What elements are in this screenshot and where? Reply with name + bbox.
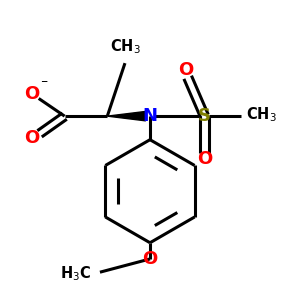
Text: H$_3$C: H$_3$C bbox=[60, 264, 91, 283]
Text: N: N bbox=[142, 107, 158, 125]
Text: O: O bbox=[25, 85, 40, 103]
Text: CH$_3$: CH$_3$ bbox=[246, 105, 276, 124]
Polygon shape bbox=[107, 111, 146, 121]
Text: O: O bbox=[142, 250, 158, 268]
Text: O: O bbox=[197, 150, 212, 168]
Text: S: S bbox=[198, 107, 211, 125]
Text: ⁻: ⁻ bbox=[40, 77, 47, 91]
Text: O: O bbox=[25, 129, 40, 147]
Text: CH$_3$: CH$_3$ bbox=[110, 37, 140, 56]
Text: O: O bbox=[178, 61, 193, 80]
